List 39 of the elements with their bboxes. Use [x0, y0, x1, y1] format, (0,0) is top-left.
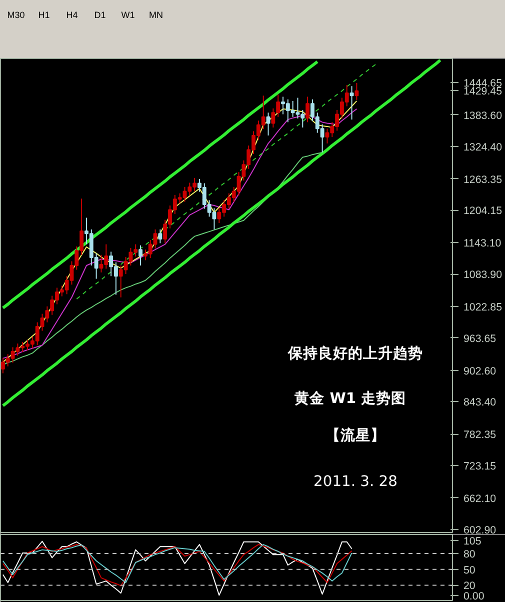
text: MN: [148, 10, 164, 20]
candlestick: [138, 244, 142, 266]
annotation: 【流星】: [326, 426, 386, 444]
text: H1: [37, 10, 51, 20]
y-tick-label: 1143.10: [464, 238, 502, 250]
line-series: [2, 540, 352, 596]
y-tick-label: 1083.90: [464, 269, 502, 282]
y-tick-label: 1022.85: [464, 301, 502, 314]
candlestick: [158, 228, 162, 244]
line-series: [76, 63, 377, 300]
y-tick-label: 843.40: [464, 396, 496, 409]
line-series: [1, 60, 319, 310]
y-tick-label: 782.35: [464, 429, 496, 442]
y-tick-label: 662.10: [464, 492, 496, 505]
annotation: 2011. 3. 28: [314, 473, 398, 490]
y-tick-label: 1204.15: [464, 205, 502, 218]
y-tick-label: 602.90: [464, 524, 496, 536]
text: W1: [120, 10, 136, 20]
y-tick-label: 1383.60: [464, 110, 502, 122]
text: M30: [6, 10, 26, 20]
y-tick-label: 20: [464, 580, 476, 592]
candlestick: [266, 112, 270, 136]
annotation: 黄金 W1 走势图: [294, 390, 406, 407]
text: H4: [65, 10, 79, 20]
y-tick-label: 50: [464, 564, 476, 576]
y-tick-label: 0.00: [464, 590, 484, 602]
y-tick-label: 105: [464, 535, 482, 548]
candlestick: [350, 86, 354, 120]
line-series: [1, 58, 442, 408]
candlestick: [306, 96, 310, 123]
y-tick-label: 723.15: [464, 460, 496, 473]
annotation: 保持良好的上升趋势: [287, 344, 423, 362]
y-tick-label: 963.65: [464, 332, 496, 345]
text: D1: [93, 10, 107, 20]
y-tick-label: 80: [464, 548, 476, 561]
y-tick-label: 902.60: [464, 365, 496, 378]
y-tick-label: 1263.35: [464, 174, 502, 186]
candlestick: [354, 82, 359, 100]
y-tick-label: 1324.40: [464, 141, 502, 154]
